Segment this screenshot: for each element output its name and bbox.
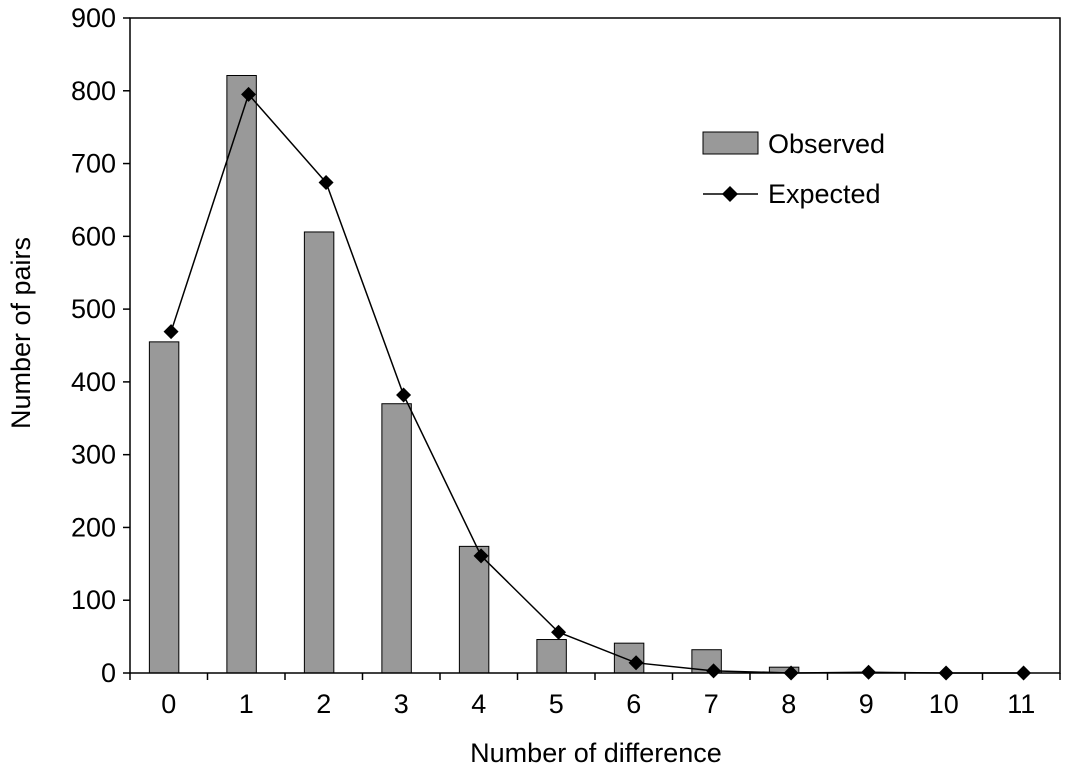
legend: Observed Expected [702,129,885,209]
x-tick-label: 7 [704,689,719,719]
expected-point [163,324,179,340]
expected-point [628,655,644,671]
y-tick-label: 500 [71,294,116,324]
legend-marker-expected [722,186,738,202]
x-tick-label: 5 [549,689,564,719]
expected-point [241,86,257,102]
x-tick-label: 2 [316,689,331,719]
observed-bar [303,231,335,674]
x-tick-label: 11 [1007,689,1035,719]
expected-point [706,663,722,679]
observed-bar [148,341,180,674]
x-axis-title: Number of difference [470,738,722,768]
y-tick-label: 900 [71,3,116,33]
y-tick-label: 700 [71,149,116,179]
expected-point [318,174,334,190]
y-tick-label: 400 [71,367,116,397]
y-axis-ticks: 0 100 200 300 400 500 600 700 800 900 [71,3,130,688]
expected-line [170,92,1024,674]
x-tick-label: 1 [239,689,254,719]
x-tick-label: 4 [471,689,486,719]
x-tick-label: 9 [859,689,874,719]
expected-point [396,387,412,403]
y-tick-label: 100 [71,585,116,615]
legend-label-expected: Expected [768,179,881,209]
y-tick-label: 300 [71,440,116,470]
x-axis-ticks: 0 1 2 3 4 5 6 7 8 9 10 11 [129,673,1061,719]
plot-frame [129,17,1061,674]
expected-point [551,624,567,640]
x-tick-label: 6 [626,689,641,719]
expected-series [163,86,1032,681]
observed-bar [613,642,645,674]
expected-point [473,548,489,564]
y-tick-label: 600 [71,221,116,251]
observed-bar [536,639,567,674]
observed-bars [148,74,800,674]
observed-bar [458,545,490,674]
y-tick-label: 800 [71,76,116,106]
legend-label-observed: Observed [768,129,885,159]
x-tick-label: 8 [781,689,796,719]
observed-bar [226,74,257,674]
y-tick-label: 200 [71,512,116,542]
y-axis-title: Number of pairs [6,237,36,429]
y-tick-label: 0 [101,658,116,688]
x-tick-label: 10 [929,689,959,719]
observed-bar [381,403,412,674]
axes [129,17,1061,674]
legend-swatch-observed [702,131,759,155]
x-tick-label: 3 [394,689,409,719]
x-tick-label: 0 [161,689,176,719]
